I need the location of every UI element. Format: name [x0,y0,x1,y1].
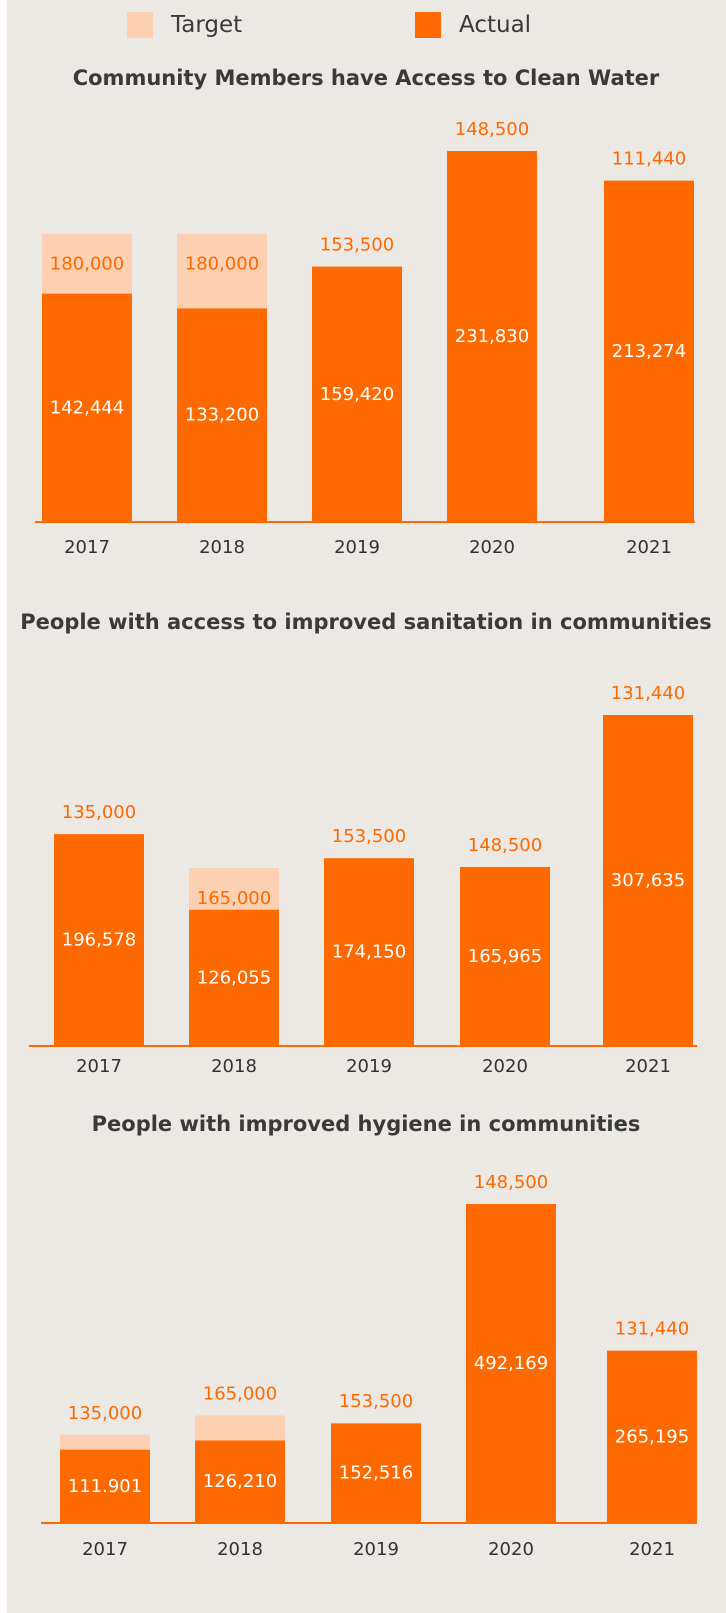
actual-label-2017: 196,578 [62,930,136,951]
bar-actual-2021 [604,180,694,521]
chart-title: People with access to improved sanitatio… [20,610,711,634]
bar-actual-2020 [466,1204,556,1522]
chart-clean-water: Community Members have Access to Clean W… [7,50,726,565]
bar-actual-2019 [331,1423,421,1522]
tick-label-2017: 2017 [64,537,110,558]
actual-label-2017: 142,444 [50,397,124,418]
chart-title: Community Members have Access to Clean W… [73,66,660,90]
tick-label-2020: 2020 [488,1539,534,1560]
legend-label-target: Target [171,12,243,38]
tick-label-2021: 2021 [629,1539,675,1560]
target-label-2018: 165,000 [197,888,271,909]
bar-actual-2019 [312,266,402,521]
actual-label-2017: 111.901 [68,1476,142,1497]
tick-label-2020: 2020 [469,537,515,558]
legend-label-actual: Actual [459,12,532,38]
tick-label-2021: 2021 [626,537,672,558]
chart-title: People with improved hygiene in communit… [92,1112,641,1136]
chart-hygiene: People with improved hygiene in communit… [7,1085,726,1613]
tick-label-2018: 2018 [199,537,245,558]
bar-actual-2017 [42,293,132,521]
target-label-2019: 153,500 [339,1391,413,1412]
tick-label-2017: 2017 [76,1056,122,1077]
tick-label-2021: 2021 [625,1056,671,1077]
tick-label-2018: 2018 [217,1539,263,1560]
bar-actual-2020 [460,866,550,1045]
bar-actual-2021 [603,715,693,1045]
actual-label-2020: 492,169 [474,1353,548,1374]
actual-label-2021: 265,195 [615,1426,689,1447]
target-label-2017: 180,000 [50,254,124,275]
target-label-2020: 148,500 [474,1172,548,1193]
actual-label-2021: 213,274 [612,341,686,362]
bar-actual-2019 [324,858,414,1045]
legend-swatch-actual [415,12,441,38]
target-label-2021: 131,440 [615,1319,689,1340]
actual-label-2019: 152,516 [339,1463,413,1484]
target-label-2019: 153,500 [320,235,394,256]
bar-actual-2021 [607,1350,697,1522]
target-label-2020: 148,500 [455,119,529,140]
legend: Target Actual [7,0,726,50]
bar-actual-2018 [177,308,267,521]
bar-actual-2018 [189,909,279,1045]
target-label-2019: 153,500 [332,826,406,847]
chart-sanitation: People with access to improved sanitatio… [7,565,726,1085]
bar-actual-2018 [195,1440,285,1522]
actual-label-2021: 307,635 [611,870,685,891]
chart-svg: People with access to improved sanitatio… [20,610,711,1077]
actual-label-2020: 165,965 [468,946,542,967]
target-label-2017: 135,000 [62,802,136,823]
legend-item-target: Target [127,10,242,40]
target-label-2018: 180,000 [185,254,259,275]
actual-label-2018: 133,200 [185,405,259,426]
target-label-2020: 148,500 [468,835,542,856]
actual-label-2020: 231,830 [455,326,529,347]
bar-actual-2017 [60,1449,150,1522]
tick-label-2019: 2019 [346,1056,392,1077]
tick-label-2019: 2019 [334,537,380,558]
actual-label-2019: 174,150 [332,942,406,963]
bar-actual-2020 [447,151,537,521]
target-label-2021: 131,440 [611,683,685,704]
bar-actual-2017 [54,834,144,1045]
tick-label-2018: 2018 [211,1056,257,1077]
legend-item-actual: Actual [415,10,531,40]
actual-label-2018: 126,210 [203,1471,277,1492]
tick-label-2020: 2020 [482,1056,528,1077]
actual-label-2018: 126,055 [197,967,271,988]
actual-label-2019: 159,420 [320,384,394,405]
infographic-page: Target Actual Community Members have Acc… [7,0,726,1613]
chart-svg: Community Members have Access to Clean W… [35,66,695,558]
tick-label-2017: 2017 [82,1539,128,1560]
target-label-2018: 165,000 [203,1383,277,1404]
chart-svg: People with improved hygiene in communit… [41,1112,697,1560]
legend-swatch-target [127,12,153,38]
target-label-2017: 135,000 [68,1403,142,1424]
tick-label-2019: 2019 [353,1539,399,1560]
target-label-2021: 111,440 [612,149,686,170]
